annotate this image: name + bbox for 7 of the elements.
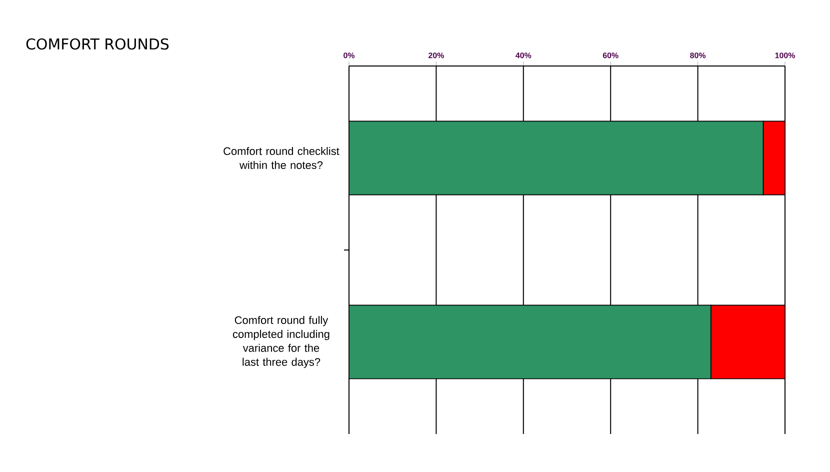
y-tick-label: Comfort round fully completed including variance for the last three days? xyxy=(232,316,330,368)
bar xyxy=(349,120,764,196)
bar xyxy=(762,120,786,196)
bar xyxy=(710,304,786,380)
bar xyxy=(349,304,712,380)
y-tick-label: Comfort round checklist within the notes? xyxy=(224,146,340,169)
text: COMFORT ROUNDS xyxy=(26,38,169,50)
